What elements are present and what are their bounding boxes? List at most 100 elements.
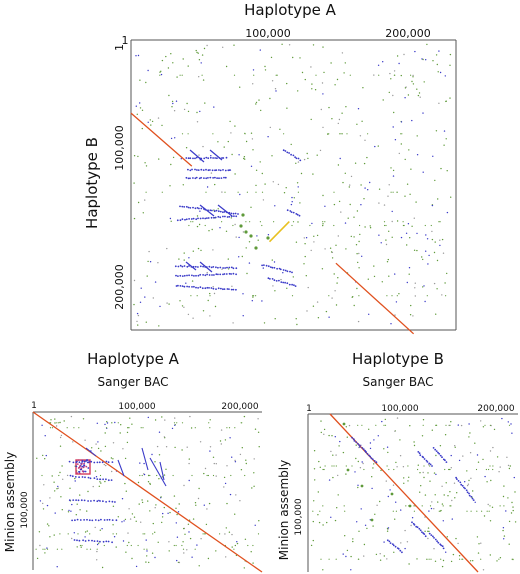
main-noise-dot bbox=[378, 202, 380, 204]
left-noise-dot bbox=[188, 462, 190, 465]
main-noise-dot bbox=[331, 297, 333, 299]
main-noise-dot bbox=[414, 295, 416, 297]
right-noise-dot bbox=[344, 535, 346, 537]
main-noise-dot bbox=[133, 303, 135, 306]
main-noise-dot bbox=[139, 107, 142, 109]
right-noise-dot bbox=[441, 485, 443, 487]
main-noise-dot bbox=[152, 297, 154, 299]
main-repeat-cluster-dot bbox=[228, 288, 230, 290]
right-reverse-dot bbox=[361, 447, 364, 449]
main-noise-dot bbox=[271, 80, 274, 82]
main-repeat-cluster-dot bbox=[286, 282, 289, 285]
left-noise-dot bbox=[257, 418, 259, 420]
main-noise-dot bbox=[202, 145, 204, 148]
left-repeat-dot bbox=[91, 539, 93, 542]
main-noise-dot bbox=[255, 169, 258, 171]
main-noise-dot bbox=[159, 74, 161, 76]
left-noise-dot bbox=[46, 523, 49, 525]
left-noise-dot bbox=[236, 542, 239, 545]
right-noise-dot bbox=[335, 558, 337, 560]
main-noise-dot bbox=[404, 97, 406, 99]
left-repeat-dot bbox=[115, 519, 118, 522]
left-noise-dot bbox=[135, 565, 138, 568]
right-noise-dot bbox=[361, 424, 363, 426]
left-noise-dot bbox=[135, 520, 137, 522]
main-noise-dot bbox=[383, 221, 386, 223]
right-reverse-dot bbox=[413, 524, 416, 526]
right-noise-dot bbox=[400, 509, 402, 511]
main-noise-dot bbox=[425, 234, 427, 236]
main-noise-dot bbox=[187, 133, 189, 135]
main-noise-dot bbox=[235, 236, 237, 238]
main-noise-dot bbox=[249, 221, 251, 223]
right-reverse-dot bbox=[434, 538, 437, 541]
main-repeat-cluster-dot bbox=[207, 169, 210, 172]
left-noise-dot bbox=[147, 500, 149, 502]
main-repeat-cluster-dot bbox=[219, 210, 222, 213]
main-repeat-cluster-dot bbox=[220, 287, 222, 290]
main-noise-dot bbox=[439, 239, 441, 241]
right-noise-dot bbox=[511, 501, 513, 504]
main-repeat-cluster-dot bbox=[226, 288, 229, 290]
main-noise-dot bbox=[421, 256, 423, 258]
right-noise-dot bbox=[413, 444, 416, 447]
main-noise-dot bbox=[347, 217, 349, 219]
right-noise-dot bbox=[502, 527, 505, 529]
right-noise-dot bbox=[434, 560, 437, 562]
main-inversion-dot bbox=[254, 246, 258, 250]
right-noise-dot bbox=[407, 480, 409, 482]
main-noise-dot bbox=[314, 89, 317, 91]
right-noise-dot bbox=[433, 548, 435, 550]
main-repeat-cluster-dot bbox=[195, 156, 198, 159]
main-repeat-cluster-dot bbox=[209, 169, 211, 171]
main-noise-dot bbox=[400, 74, 402, 77]
left-alignment-marks bbox=[32, 411, 263, 573]
main-noise-dot bbox=[297, 161, 300, 163]
right-noise-dot bbox=[510, 512, 513, 514]
right-noise-dot bbox=[310, 544, 313, 547]
main-forward-diagonal bbox=[335, 262, 415, 335]
main-repeat-cluster-dot bbox=[189, 157, 192, 160]
main-repeat-cluster-dot bbox=[203, 157, 206, 160]
main-noise-dot bbox=[238, 256, 240, 258]
right-noise-dot bbox=[505, 510, 507, 512]
right-noise-dot bbox=[373, 463, 375, 465]
main-noise-dot bbox=[276, 74, 278, 76]
left-noise-dot bbox=[235, 494, 237, 496]
main-noise-dot bbox=[338, 118, 341, 121]
left-noise-dot bbox=[207, 474, 209, 477]
main-noise-dot bbox=[212, 286, 214, 288]
main-noise-dot bbox=[328, 106, 330, 109]
main-repeat-cluster-dot bbox=[194, 157, 196, 160]
main-repeat-cluster-dot bbox=[224, 169, 227, 172]
left-noise-dot bbox=[226, 427, 228, 429]
main-repeat-cluster-dot bbox=[209, 156, 212, 159]
main-ytick-100000: 100,000 bbox=[113, 125, 126, 171]
right-noise-dot bbox=[445, 424, 447, 426]
main-noise-dot bbox=[442, 252, 445, 254]
right-noise-dot bbox=[387, 527, 390, 529]
main-noise-dot bbox=[432, 155, 434, 157]
right-reverse-dot bbox=[441, 545, 444, 548]
main-noise-dot bbox=[437, 71, 439, 73]
left-noise-dot bbox=[125, 490, 128, 492]
main-repeat-cluster-dot bbox=[202, 169, 205, 172]
right-noise-dot bbox=[459, 558, 461, 560]
main-noise-dot bbox=[367, 278, 369, 280]
right-noise-dot bbox=[374, 513, 376, 515]
main-noise-dot bbox=[410, 168, 412, 170]
right-noise-dot bbox=[360, 508, 362, 510]
main-noise-dot bbox=[262, 267, 264, 269]
main-repeat-cluster-dot bbox=[217, 266, 219, 269]
right-noise-dot bbox=[480, 558, 482, 560]
right-noise-dot bbox=[345, 465, 347, 467]
left-noise-dot bbox=[174, 446, 176, 449]
main-noise-dot bbox=[377, 145, 379, 147]
main-repeat-cluster-dot bbox=[205, 177, 208, 180]
main-noise-dot bbox=[253, 295, 255, 297]
left-noise-dot bbox=[99, 481, 101, 483]
main-noise-dot bbox=[366, 156, 368, 159]
right-noise-dot bbox=[372, 525, 374, 527]
main-repeat-cluster-dot bbox=[234, 212, 237, 215]
left-repeat-dot bbox=[74, 476, 77, 478]
